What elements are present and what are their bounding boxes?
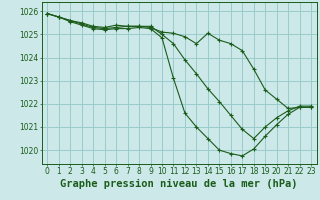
X-axis label: Graphe pression niveau de la mer (hPa): Graphe pression niveau de la mer (hPa) xyxy=(60,179,298,189)
